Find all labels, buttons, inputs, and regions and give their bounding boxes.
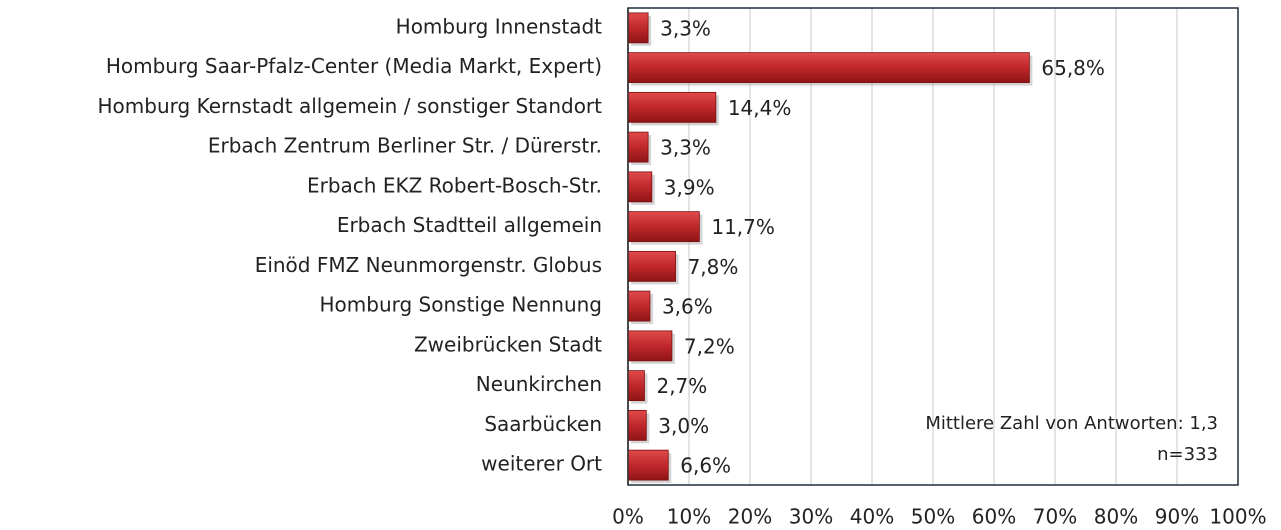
x-tick-label: 90% — [1155, 505, 1199, 529]
y-tick-label: Homburg Kernstadt allgemein / sonstiger … — [98, 94, 603, 118]
bar — [627, 250, 676, 282]
y-tick-label: Homburg Innenstadt — [396, 14, 602, 38]
y-tick-label: Homburg Sonstige Nennung — [320, 293, 603, 317]
y-tick-label: Homburg Saar-Pfalz-Center (Media Markt, … — [106, 54, 602, 78]
x-tick-label: 0% — [612, 505, 644, 529]
y-tick-label: Erbach Stadtteil allgemein — [337, 213, 602, 237]
value-label: 7,2% — [684, 334, 735, 358]
y-tick-label: Saarbücken — [484, 412, 602, 436]
y-tick-label: Erbach Zentrum Berliner Str. / Dürerstr. — [208, 134, 602, 158]
bar — [627, 171, 653, 203]
value-label: 3,0% — [658, 414, 709, 438]
bar — [627, 409, 647, 441]
bar — [627, 12, 649, 44]
x-tick-label: 10% — [667, 505, 711, 529]
value-label: 6,6% — [680, 454, 731, 478]
x-tick-label: 20% — [728, 505, 772, 529]
annotation: Mittlere Zahl von Antworten: 1,3 — [925, 413, 1218, 434]
y-tick-label: Neunkirchen — [476, 372, 602, 396]
value-label: 3,3% — [660, 136, 711, 160]
bar — [627, 370, 645, 402]
bar — [627, 131, 649, 163]
value-label: 14,4% — [728, 96, 792, 120]
value-label: 3,3% — [660, 16, 711, 40]
x-tick-label: 60% — [972, 505, 1016, 529]
y-tick-label: weiterer Ort — [481, 452, 602, 476]
bar — [627, 52, 1030, 84]
x-tick-label: 100% — [1209, 505, 1266, 529]
bar — [627, 211, 700, 243]
x-tick-label: 80% — [1094, 505, 1138, 529]
bar — [627, 449, 669, 481]
x-tick-label: 30% — [789, 505, 833, 529]
y-tick-label: Einöd FMZ Neunmorgenstr. Globus — [255, 253, 602, 277]
y-tick-label: Erbach EKZ Robert-Bosch-Str. — [307, 173, 602, 197]
bar — [627, 330, 673, 362]
value-label: 11,7% — [711, 215, 775, 239]
y-tick-label: Zweibrücken Stadt — [414, 332, 602, 356]
value-label: 65,8% — [1041, 56, 1105, 80]
annotation: n=333 — [1157, 444, 1218, 465]
value-label: 7,8% — [688, 255, 739, 279]
x-tick-label: 40% — [850, 505, 894, 529]
bar — [627, 91, 717, 123]
value-label: 3,6% — [662, 295, 713, 319]
x-tick-label: 70% — [1033, 505, 1077, 529]
bar — [627, 290, 651, 322]
value-label: 2,7% — [656, 374, 707, 398]
value-label: 3,9% — [664, 175, 715, 199]
x-tick-label: 50% — [911, 505, 955, 529]
